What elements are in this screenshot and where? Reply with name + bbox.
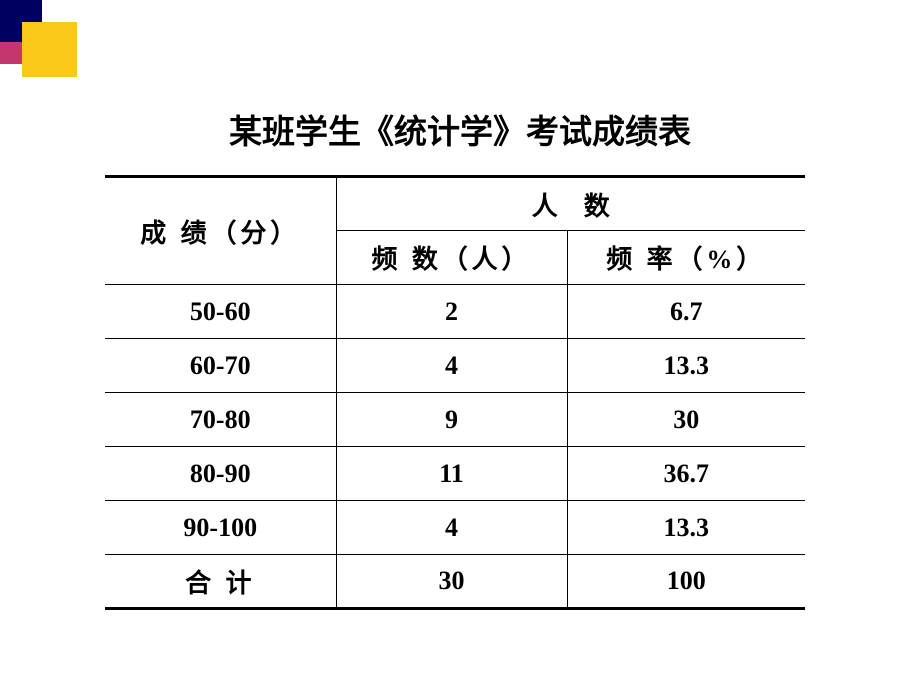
- header-count: 人 数: [336, 177, 805, 231]
- cell-rate: 30: [567, 393, 805, 447]
- cell-rate: 13.3: [567, 339, 805, 393]
- cell-range: 90-100: [105, 501, 336, 555]
- table-row: 50-60 2 6.7: [105, 285, 805, 339]
- header-freq: 频 数（人）: [336, 231, 567, 285]
- header-score: 成 绩（分）: [105, 177, 336, 285]
- score-table-container: 成 绩（分） 人 数 频 数（人） 频 率（%） 50-60 2 6.7 60-…: [105, 175, 805, 610]
- footer-label: 合 计: [105, 555, 336, 609]
- cell-rate: 36.7: [567, 447, 805, 501]
- cell-freq: 4: [336, 339, 567, 393]
- page-title: 某班学生《统计学》考试成绩表: [0, 105, 920, 153]
- cell-range: 70-80: [105, 393, 336, 447]
- table-footer-row: 合 计 30 100: [105, 555, 805, 609]
- score-table: 成 绩（分） 人 数 频 数（人） 频 率（%） 50-60 2 6.7 60-…: [105, 175, 805, 610]
- header-rate: 频 率（%）: [567, 231, 805, 285]
- footer-rate: 100: [567, 555, 805, 609]
- deco-square-magenta: [0, 42, 22, 64]
- table-row: 80-90 11 36.7: [105, 447, 805, 501]
- decoration-corner: [0, 0, 100, 80]
- cell-freq: 9: [336, 393, 567, 447]
- cell-freq: 2: [336, 285, 567, 339]
- cell-freq: 11: [336, 447, 567, 501]
- deco-square-yellow: [22, 22, 77, 77]
- cell-range: 50-60: [105, 285, 336, 339]
- cell-range: 60-70: [105, 339, 336, 393]
- cell-rate: 6.7: [567, 285, 805, 339]
- table-header-row1: 成 绩（分） 人 数: [105, 177, 805, 231]
- table-row: 90-100 4 13.3: [105, 501, 805, 555]
- cell-freq: 4: [336, 501, 567, 555]
- footer-freq: 30: [336, 555, 567, 609]
- table-row: 60-70 4 13.3: [105, 339, 805, 393]
- table-row: 70-80 9 30: [105, 393, 805, 447]
- cell-rate: 13.3: [567, 501, 805, 555]
- cell-range: 80-90: [105, 447, 336, 501]
